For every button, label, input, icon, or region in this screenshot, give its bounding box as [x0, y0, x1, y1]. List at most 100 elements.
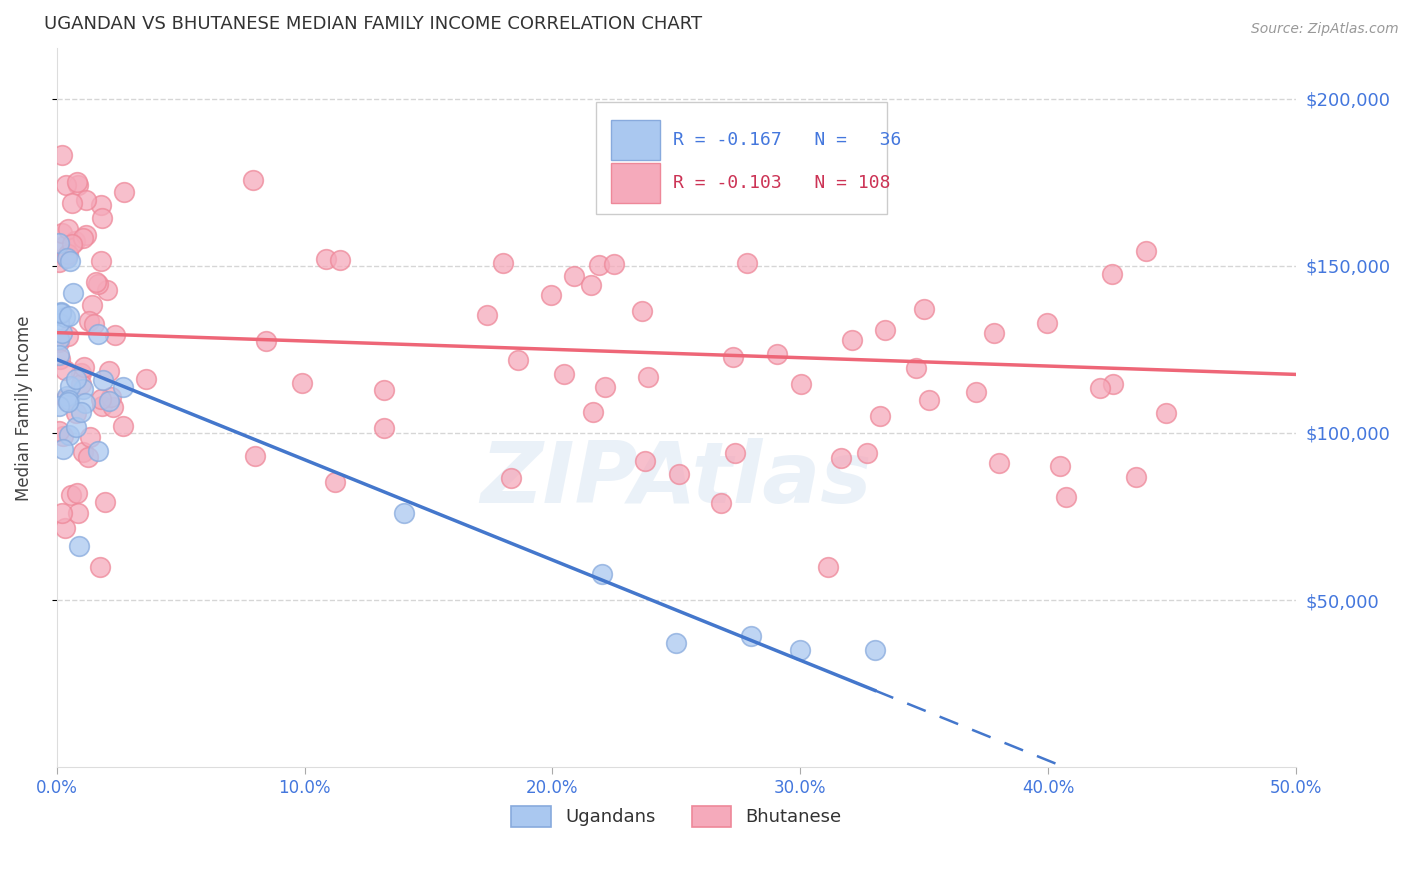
Point — [73, 359, 96, 374]
Point — [1101, 377, 1123, 392]
Point — [135, 372, 157, 386]
Point — [91, 399, 114, 413]
Point — [724, 446, 747, 460]
Point — [1154, 406, 1177, 420]
Point — [723, 351, 745, 365]
Point — [329, 253, 352, 268]
Point — [89, 392, 111, 406]
Point — [87, 444, 110, 458]
Point — [254, 334, 277, 349]
Point — [869, 409, 891, 423]
Point — [91, 211, 114, 225]
Point — [58, 428, 80, 442]
Point — [1054, 490, 1077, 504]
Point — [789, 643, 811, 657]
Point — [52, 429, 75, 443]
Point — [59, 488, 82, 502]
Point — [668, 467, 690, 481]
Point — [56, 252, 79, 266]
Point — [66, 175, 89, 189]
Text: Source: ZipAtlas.com: Source: ZipAtlas.com — [1251, 22, 1399, 37]
FancyBboxPatch shape — [610, 163, 661, 203]
Point — [856, 446, 879, 460]
Text: ZIPAtlas: ZIPAtlas — [481, 438, 872, 521]
Point — [1125, 470, 1147, 484]
Point — [735, 256, 758, 270]
Point — [1101, 268, 1123, 282]
Point — [56, 395, 79, 409]
Point — [75, 228, 97, 243]
Point — [49, 306, 72, 320]
Point — [790, 377, 813, 392]
Point — [56, 328, 79, 343]
Point — [90, 197, 112, 211]
Point — [965, 384, 987, 399]
Point — [51, 506, 73, 520]
Point — [114, 185, 136, 199]
Point — [579, 277, 602, 292]
Point — [817, 559, 839, 574]
Y-axis label: Median Family Income: Median Family Income — [15, 315, 32, 500]
Point — [60, 195, 83, 210]
Point — [48, 332, 70, 346]
FancyBboxPatch shape — [596, 103, 887, 214]
Point — [905, 360, 928, 375]
Point — [90, 253, 112, 268]
Point — [665, 635, 688, 649]
Point — [553, 367, 575, 381]
Point — [75, 193, 97, 207]
Point — [70, 366, 93, 380]
Point — [243, 449, 266, 463]
Point — [69, 405, 91, 419]
Point — [830, 450, 852, 465]
Point — [562, 269, 585, 284]
Point — [84, 276, 107, 290]
Point — [588, 259, 610, 273]
Point — [987, 456, 1010, 470]
Point — [51, 226, 73, 240]
Point — [740, 629, 762, 643]
FancyBboxPatch shape — [610, 120, 661, 160]
Point — [66, 485, 89, 500]
Point — [710, 496, 733, 510]
Point — [591, 567, 613, 582]
Point — [291, 376, 314, 390]
Point — [67, 178, 90, 192]
Point — [918, 393, 941, 408]
Point — [983, 326, 1005, 341]
Point — [67, 539, 90, 553]
Point — [1049, 458, 1071, 473]
Point — [55, 363, 77, 377]
Point — [53, 310, 76, 324]
Point — [315, 252, 337, 267]
Point — [65, 372, 87, 386]
Point — [59, 379, 82, 393]
Point — [48, 335, 70, 350]
Point — [48, 316, 70, 330]
Point — [582, 405, 605, 419]
Point — [841, 333, 863, 347]
Point — [79, 430, 101, 444]
Point — [60, 236, 83, 251]
Point — [373, 420, 395, 434]
Point — [1135, 244, 1157, 258]
Point — [104, 328, 127, 343]
Point — [66, 506, 89, 520]
Point — [87, 327, 110, 342]
Point — [49, 352, 72, 367]
Point — [637, 369, 659, 384]
Point — [55, 392, 77, 406]
Point — [77, 450, 100, 464]
Point — [801, 191, 824, 205]
Point — [111, 380, 134, 394]
Point — [72, 382, 94, 396]
Point — [72, 445, 94, 459]
Point — [48, 424, 70, 438]
Point — [111, 418, 134, 433]
Point — [83, 317, 105, 331]
Point — [49, 305, 72, 319]
Point — [508, 353, 530, 368]
Point — [97, 394, 120, 409]
Point — [603, 257, 626, 271]
Point — [55, 389, 77, 403]
